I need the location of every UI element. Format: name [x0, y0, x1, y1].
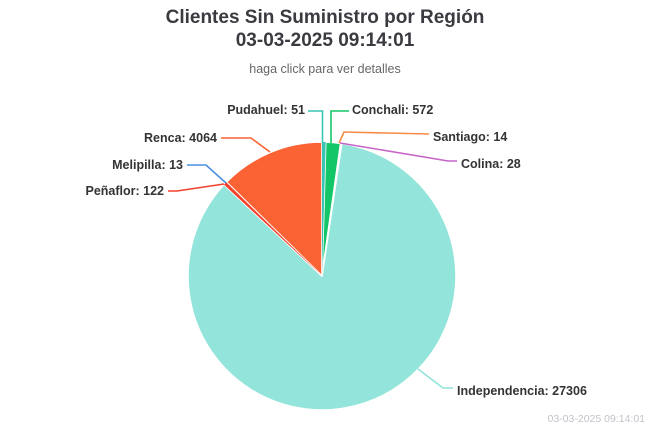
slice-label-santiago[interactable]: Santiago: 14: [433, 130, 507, 144]
label-connector-conchali: [330, 110, 349, 143]
chart-title-line2: 03-03-2025 09:14:01: [235, 30, 415, 51]
chart-subtitle: haga click para ver detalles: [249, 62, 401, 76]
label-connector-peñaflor: [168, 183, 225, 192]
pie-slice-sliver-peñaflor[interactable]: [224, 182, 322, 276]
chart-title-line1: Clientes Sin Suministro por Región: [165, 7, 485, 28]
slice-label-peñaflor[interactable]: Peñaflor: 122: [85, 184, 164, 198]
label-connector-independencia: [417, 368, 453, 389]
slice-label-conchali[interactable]: Conchali: 572: [352, 103, 433, 117]
label-connector-melipilla: [187, 164, 227, 184]
slice-label-melipilla[interactable]: Melipilla: 13: [112, 158, 183, 172]
label-connectors-group: [168, 110, 457, 389]
slice-label-renca[interactable]: Renca: 4064: [144, 131, 217, 145]
chart-title: Clientes Sin Suministro por Región 03-03…: [0, 6, 650, 52]
slice-label-independencia[interactable]: Independencia: 27306: [457, 384, 587, 398]
slice-label-colina[interactable]: Colina: 28: [461, 157, 521, 171]
pie-slice-renca[interactable]: [225, 141, 323, 277]
pie-slices-group: [187, 141, 457, 411]
timestamp-watermark: 03-03-2025 09:14:01: [547, 413, 646, 425]
label-connector-renca: [221, 137, 271, 153]
pie-slice-sliver-pudahuel[interactable]: [322, 141, 326, 276]
label-connector-pudahuel: [308, 110, 324, 143]
label-connector-colina: [339, 142, 457, 162]
label-connector-santiago: [338, 131, 430, 144]
slice-label-pudahuel[interactable]: Pudahuel: 51: [227, 103, 305, 117]
